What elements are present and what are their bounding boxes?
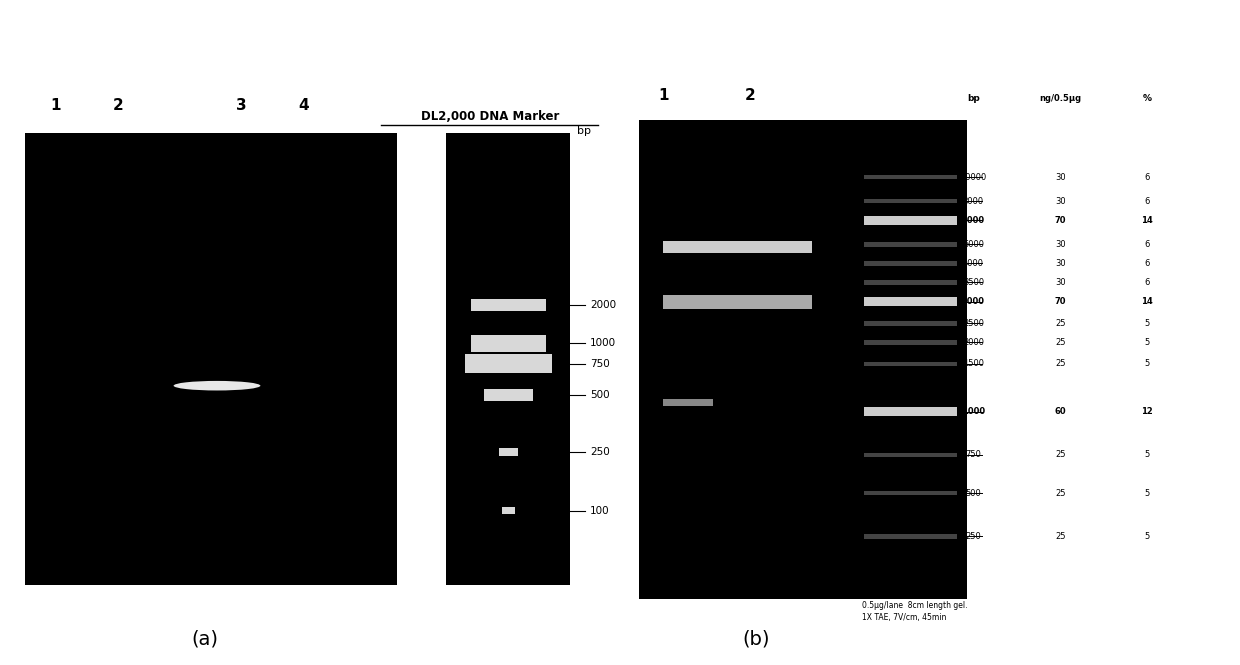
- Text: 0.5μg/lane  8cm length gel.: 0.5μg/lane 8cm length gel.: [862, 600, 967, 610]
- Text: 6000: 6000: [962, 215, 985, 225]
- Text: 5: 5: [1145, 532, 1149, 541]
- Bar: [864, 175, 957, 180]
- Text: 500: 500: [590, 390, 610, 400]
- Text: 6: 6: [1145, 197, 1149, 205]
- Text: 25: 25: [1055, 338, 1065, 347]
- Text: 3000: 3000: [962, 297, 985, 306]
- Text: bp: bp: [577, 126, 590, 136]
- Bar: [864, 280, 957, 285]
- Bar: [639, 120, 862, 598]
- Text: 5: 5: [1145, 450, 1149, 460]
- Text: 250: 250: [966, 532, 981, 541]
- Text: 5: 5: [1145, 359, 1149, 368]
- Text: 1000: 1000: [590, 338, 616, 348]
- Ellipse shape: [174, 381, 260, 390]
- Text: 70: 70: [1054, 297, 1066, 306]
- Bar: [471, 299, 546, 311]
- Text: 5: 5: [1145, 489, 1149, 497]
- Text: %: %: [1142, 94, 1152, 103]
- Bar: [862, 120, 967, 598]
- Bar: [864, 297, 957, 306]
- Text: 70: 70: [1054, 215, 1066, 225]
- Bar: [484, 389, 533, 401]
- Text: % Topison' 1.00 Agarose #R0491: % Topison' 1.00 Agarose #R0491: [848, 301, 854, 417]
- Text: 6: 6: [1145, 239, 1149, 249]
- Text: 14: 14: [1141, 215, 1153, 225]
- Text: 2000: 2000: [963, 338, 983, 347]
- Text: bp: bp: [967, 94, 980, 103]
- Bar: [502, 507, 515, 514]
- Text: 2000: 2000: [590, 300, 616, 310]
- Bar: [864, 362, 957, 366]
- Bar: [864, 534, 957, 539]
- Text: 4000: 4000: [963, 259, 983, 268]
- Text: ng/0.5μg: ng/0.5μg: [1039, 94, 1081, 103]
- Bar: [465, 354, 552, 373]
- Text: 25: 25: [1055, 489, 1065, 497]
- Text: (b): (b): [743, 629, 770, 648]
- Text: 750: 750: [590, 358, 610, 368]
- Text: 8000: 8000: [962, 197, 985, 205]
- Text: 25: 25: [1055, 319, 1065, 328]
- Bar: [864, 199, 957, 203]
- Text: 1500: 1500: [963, 359, 983, 368]
- Text: 2: 2: [745, 88, 755, 103]
- Bar: [446, 133, 570, 585]
- Bar: [864, 216, 957, 225]
- Text: 5: 5: [1145, 319, 1149, 328]
- Bar: [663, 399, 713, 406]
- Text: 30: 30: [1055, 259, 1065, 268]
- Text: 30: 30: [1055, 173, 1065, 182]
- Bar: [864, 491, 957, 495]
- Text: 4: 4: [299, 98, 309, 113]
- Text: 12: 12: [1141, 407, 1153, 416]
- Text: 30: 30: [1055, 197, 1065, 205]
- Text: 3: 3: [237, 98, 247, 113]
- Text: 10000: 10000: [960, 173, 987, 182]
- Bar: [471, 335, 546, 352]
- Text: 100: 100: [590, 505, 610, 515]
- Bar: [864, 452, 957, 458]
- Text: 750: 750: [966, 450, 981, 460]
- Text: 500: 500: [966, 489, 981, 497]
- Text: (a): (a): [191, 629, 218, 648]
- Text: 30: 30: [1055, 278, 1065, 287]
- Bar: [864, 261, 957, 265]
- Text: 6: 6: [1145, 173, 1149, 182]
- Text: 1000: 1000: [962, 407, 985, 416]
- Text: 25: 25: [1055, 359, 1065, 368]
- Bar: [663, 295, 812, 309]
- Text: 14: 14: [1141, 297, 1153, 306]
- Text: 1: 1: [51, 98, 61, 113]
- Text: 2500: 2500: [963, 319, 983, 328]
- Bar: [498, 448, 517, 456]
- Text: 1X TAE, 7V/cm, 45min: 1X TAE, 7V/cm, 45min: [862, 612, 946, 622]
- Text: 3500: 3500: [962, 278, 985, 287]
- Text: 1: 1: [658, 88, 668, 103]
- Bar: [864, 408, 957, 416]
- Bar: [864, 340, 957, 344]
- Text: 25: 25: [1055, 532, 1065, 541]
- Bar: [663, 241, 812, 253]
- Bar: [25, 133, 397, 585]
- Bar: [864, 321, 957, 325]
- Bar: [864, 242, 957, 247]
- Text: 30: 30: [1055, 239, 1065, 249]
- Text: 25: 25: [1055, 450, 1065, 460]
- Text: 6: 6: [1145, 259, 1149, 268]
- Text: 60: 60: [1054, 407, 1066, 416]
- Text: 6: 6: [1145, 278, 1149, 287]
- Text: 2: 2: [113, 98, 123, 113]
- Text: DL2,000 DNA Marker: DL2,000 DNA Marker: [420, 110, 559, 123]
- Text: 250: 250: [590, 447, 610, 457]
- Text: 5: 5: [1145, 338, 1149, 347]
- Text: 5000: 5000: [963, 239, 983, 249]
